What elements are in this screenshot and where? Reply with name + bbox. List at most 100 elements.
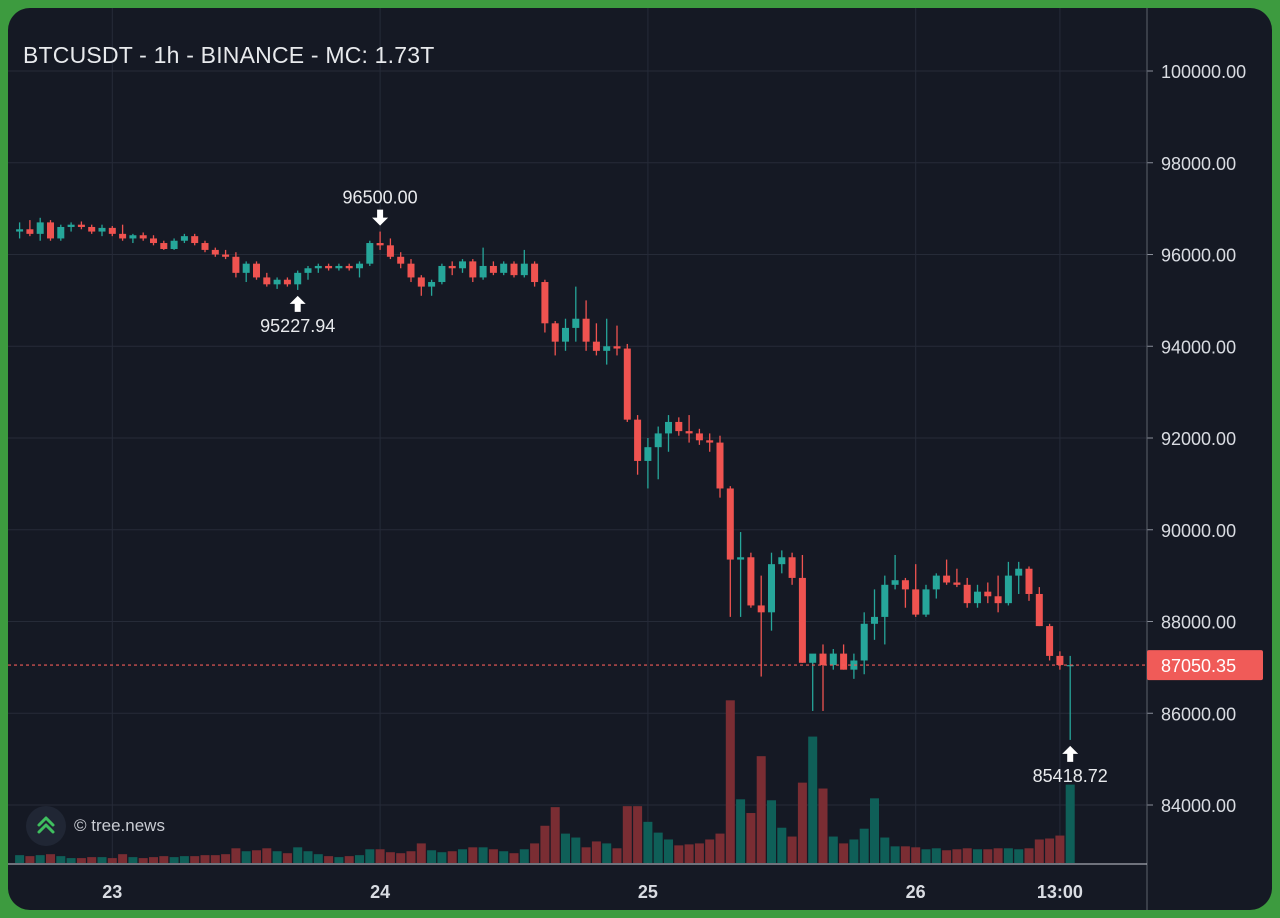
candle [253, 261, 260, 280]
candle-body [562, 327, 569, 342]
candle-body [356, 263, 363, 269]
candle-body [592, 341, 600, 351]
volume-bar [324, 856, 334, 863]
candle [335, 263, 343, 271]
candle [1025, 566, 1033, 601]
volume-bar [808, 736, 818, 863]
volume-bar [1065, 784, 1075, 863]
volume-bar [839, 843, 849, 863]
candle [1015, 561, 1023, 594]
volume-bar [571, 837, 581, 863]
volume-bar [56, 856, 66, 863]
candle-body [747, 557, 755, 606]
volume-bar [313, 854, 323, 863]
candle-body [211, 249, 219, 255]
candle [386, 238, 394, 260]
candle [819, 644, 827, 711]
candle [1004, 561, 1012, 606]
candle [798, 554, 806, 663]
volume-bar [252, 850, 261, 863]
candle [345, 263, 353, 271]
x-axis-tick-label: 26 [906, 882, 926, 902]
candle [623, 343, 631, 422]
candle-body [850, 660, 858, 670]
candle-body [613, 346, 621, 349]
candle [654, 426, 662, 480]
volume-bar [746, 813, 756, 863]
candle-body [860, 623, 868, 661]
candle-body [871, 616, 878, 624]
volume-bar [76, 858, 86, 863]
candle [191, 233, 199, 246]
candlestick-chart[interactable]: 100000.00 98000.00 96000.00 94000.00 92000.0… [8, 8, 1272, 910]
candle [489, 261, 497, 276]
candle [675, 417, 683, 436]
volume-bar [900, 846, 910, 863]
candle [891, 554, 899, 590]
candle [397, 252, 405, 269]
candle-body [541, 282, 549, 324]
volume-bar [736, 799, 746, 863]
candle-body [603, 346, 611, 351]
volume-bar [221, 854, 231, 863]
candle [685, 415, 693, 443]
candle [67, 222, 75, 232]
candle-body [706, 440, 714, 443]
y-axis-tick-label: 88000.00 [1161, 613, 1236, 633]
candle-body [26, 229, 34, 234]
candle-body [716, 442, 724, 489]
candle-body [572, 318, 580, 328]
volume-bar [190, 856, 200, 863]
candle-body [665, 421, 672, 434]
last-price-badge [1147, 650, 1263, 681]
candle-body [644, 447, 652, 461]
candle [603, 318, 611, 365]
candle [448, 261, 456, 276]
y-axis-tick-label: 92000.00 [1161, 429, 1236, 449]
candle [356, 261, 363, 278]
price-annotation-label: 95227.94 [260, 316, 335, 336]
candle-body [675, 421, 683, 432]
volume-bar [849, 839, 859, 863]
candle [922, 584, 930, 617]
candle [582, 300, 590, 351]
volume-bar [1003, 848, 1013, 863]
candle [953, 568, 961, 588]
volume-bar [355, 855, 364, 863]
candle-body [912, 589, 920, 615]
volume-bar [797, 782, 807, 863]
volume-bar [540, 825, 550, 863]
volume-bar [777, 827, 787, 863]
candle-body [1004, 575, 1012, 604]
x-axis-tick-label: 23 [102, 882, 122, 902]
candle-body [150, 238, 157, 244]
watermark: © tree.news [26, 806, 165, 846]
volume-bar [272, 851, 282, 863]
candle-body [428, 282, 436, 287]
candle [932, 573, 940, 599]
candle-body [974, 591, 981, 604]
volume-bar [231, 848, 241, 863]
volume-bar [633, 806, 643, 863]
candle [47, 220, 54, 241]
volume-bar [458, 849, 467, 863]
candle-body [1046, 626, 1054, 656]
arrow-up-icon [1062, 745, 1079, 762]
volume-bar [962, 848, 972, 863]
volume-bar [427, 850, 437, 863]
candle [871, 589, 878, 640]
candle-body [943, 575, 951, 583]
candle [366, 240, 374, 266]
volume-bar [97, 857, 107, 863]
candle-body [829, 653, 837, 666]
candle-body [304, 268, 312, 273]
volume-bar [293, 847, 303, 863]
candle-body [459, 261, 466, 269]
candle-body [520, 263, 528, 276]
candle [459, 259, 466, 273]
volume-bar [406, 851, 416, 863]
candle [1046, 623, 1054, 661]
candle [829, 649, 837, 670]
candle [706, 433, 714, 452]
candle [314, 263, 322, 273]
